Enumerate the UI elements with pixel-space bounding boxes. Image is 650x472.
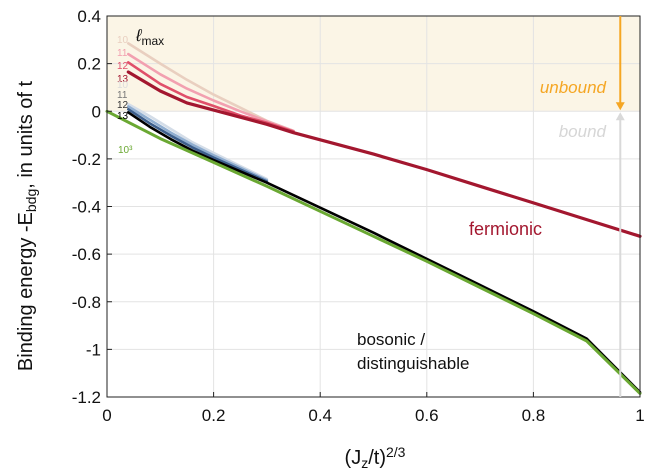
x-tick-label: 1 <box>635 406 644 425</box>
y-tick-label: -0.6 <box>72 245 101 264</box>
bound-label: bound <box>559 122 607 141</box>
y-tick-label: 0.4 <box>77 7 101 26</box>
y-tick-label: 0 <box>92 102 101 121</box>
y-tick-label: -0.8 <box>72 293 101 312</box>
y-tick-label: -1 <box>86 340 101 359</box>
series-fermionic-11 <box>127 52 295 133</box>
x-tick-label: 0.4 <box>308 406 332 425</box>
y-ticks: 0.4 0.2 0 -0.2 -0.4 -0.6 -0.8 -1 -1.2 <box>72 7 112 407</box>
y-tick-label: -1.2 <box>72 388 101 407</box>
fermionic-lmax-label: 12 <box>117 61 129 72</box>
y-tick-label: -0.2 <box>72 150 101 169</box>
x-ticks: 0 0.2 0.4 0.6 0.8 1 <box>102 392 645 425</box>
x-tick-label: 0.2 <box>202 406 226 425</box>
bound-arrow-head <box>615 112 625 121</box>
bound-arrows <box>615 16 625 397</box>
series-bosonic-11 <box>127 105 269 182</box>
bosonic-lmax-label: 12 <box>117 100 129 111</box>
bosonic-label-line2: distinguishable <box>357 354 469 373</box>
y-tick-label: 0.2 <box>77 55 101 74</box>
fermionic-label: fermionic <box>469 219 542 239</box>
bosonic-lmax-label: 11 <box>117 90 128 101</box>
bosonic-label-line1: bosonic / <box>357 330 425 349</box>
x-axis-title: (Jz/t)2/3 <box>345 444 406 471</box>
series-bosonic-10 <box>127 102 269 181</box>
x-tick-label: 0 <box>102 406 111 425</box>
fermionic-lmax-label: 11 <box>117 48 128 59</box>
series-layer <box>105 42 642 395</box>
series-bosonic-13 <box>127 111 642 394</box>
y-axis-title: Binding energy -Ebdg, in units of t <box>15 80 39 371</box>
x-tick-label: 0.8 <box>522 406 546 425</box>
series-fermionic-13 <box>126 70 642 238</box>
series-extrapolated-10³ <box>105 109 642 395</box>
unbound-label: unbound <box>540 78 607 97</box>
series-bosonic-12 <box>127 108 269 183</box>
bosonic-lmax-label: 10 <box>117 80 129 91</box>
x-tick-label: 0.6 <box>415 406 439 425</box>
y-tick-label: -0.4 <box>72 198 101 217</box>
fermionic-lmax-label: 10 <box>117 35 129 46</box>
bosonic-lmax-label: 13 <box>117 111 129 122</box>
extrapolation-label: 10³ <box>118 145 133 156</box>
fermionic-lmax-label: 13 <box>117 74 129 85</box>
unbound-arrow-head <box>615 102 625 111</box>
